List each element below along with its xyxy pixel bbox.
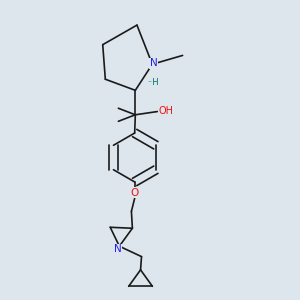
Text: OH: OH <box>159 106 174 116</box>
Text: N: N <box>150 58 158 68</box>
Text: N: N <box>114 244 122 254</box>
Text: O: O <box>130 188 139 198</box>
Text: ··H: ··H <box>147 78 158 87</box>
